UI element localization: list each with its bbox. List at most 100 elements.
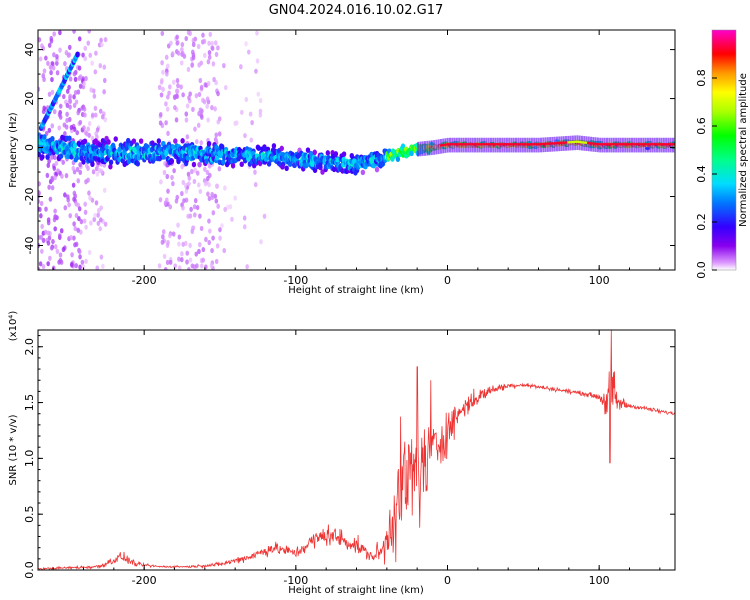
spectrogram-ridge-blob	[84, 152, 89, 158]
spectrogram-noise-blob	[95, 171, 100, 177]
spectrogram-noise-blob	[196, 122, 201, 128]
spectrogram-core	[530, 143, 533, 146]
spectrogram-core	[596, 142, 598, 146]
spectrogram-noise-blob	[193, 126, 197, 132]
snr-scale-label: (x10⁴)	[8, 311, 19, 342]
spectrogram-core	[523, 143, 525, 146]
x-tick-label: -100	[283, 274, 308, 287]
spectrogram-noise-blob	[48, 196, 53, 202]
spectrogram-noise-blob	[180, 190, 184, 197]
spectrogram-core	[485, 143, 488, 146]
spectrogram-noise-blob	[78, 254, 82, 260]
spectrogram-noise-blob	[249, 137, 254, 143]
spectrogram-ridge-blob	[185, 155, 190, 161]
spectrogram-noise-blob	[160, 239, 165, 245]
spectrogram-core	[538, 143, 541, 146]
spectrogram-noise-blob	[207, 40, 211, 46]
spectrogram-ridge-blob	[325, 150, 331, 156]
spectrogram-noise-blob	[244, 96, 249, 103]
spectrogram-noise-blob	[65, 111, 69, 117]
spectrogram-noise-blob	[52, 52, 56, 58]
spectrogram-noise-blob	[50, 76, 54, 83]
spectrogram-noise-blob	[47, 91, 52, 97]
spectrogram-core	[646, 143, 648, 146]
spectrogram-core	[565, 141, 568, 144]
spectrogram-noise-blob	[95, 127, 100, 133]
spectrogram-noise-blob	[200, 114, 204, 120]
spectrogram-noise-blob	[223, 84, 228, 91]
spectrogram-noise-blob	[193, 167, 198, 173]
spectrogram-noise-blob	[83, 112, 87, 118]
spectrogram-noise-blob	[42, 105, 46, 111]
spectrogram-noise-blob	[180, 47, 184, 53]
spectrogram-core	[514, 143, 516, 146]
spectrogram-noise-blob	[91, 169, 96, 175]
spectrogram-core	[577, 140, 580, 144]
spectrogram-ridge-blob	[90, 161, 95, 168]
spectrogram-noise-blob	[49, 70, 53, 76]
spectrogram-core	[526, 143, 528, 146]
spectrogram-ridge-blob	[161, 154, 166, 160]
spectrogram-noise-blob	[255, 30, 259, 36]
spectrogram-ridge-blob	[230, 162, 236, 169]
spectrogram-noise-blob	[255, 58, 260, 64]
spectrogram-noise-blob	[72, 126, 77, 132]
spectrogram-noise-blob	[187, 175, 192, 181]
spectrogram-noise-blob	[202, 52, 207, 58]
spectrogram-noise-blob	[84, 258, 88, 264]
spectrogram-noise-blob	[207, 195, 212, 202]
spectrogram-core	[541, 142, 544, 146]
spectrogram-core	[662, 143, 665, 146]
spectrogram-ridge-blob	[221, 159, 226, 165]
spectrogram-noise-blob	[82, 125, 86, 131]
spectrogram-ridge-blob	[318, 162, 323, 168]
spectrogram-core	[597, 142, 600, 146]
spectrogram-noise-blob	[51, 65, 56, 71]
spectrogram-noise-blob	[174, 93, 179, 99]
spectrogram-ridge-blob	[131, 138, 137, 144]
spectrogram-noise-blob	[181, 205, 185, 211]
chart-title: GN04.2024.016.10.02.G17	[269, 3, 444, 18]
spectrogram-noise-blob	[87, 249, 92, 256]
spectrogram-noise-blob	[52, 165, 57, 171]
spectrogram-noise-blob	[164, 120, 168, 126]
spectrogram-noise-blob	[93, 212, 97, 219]
spectrogram-noise-blob	[166, 239, 170, 246]
spectrogram-core	[580, 141, 583, 144]
spectrogram-noise-blob	[216, 91, 220, 97]
spectrogram-noise-blob	[96, 208, 101, 214]
spectrogram-noise-blob	[89, 220, 93, 226]
spectrogram-core	[653, 143, 656, 146]
spectrogram-core	[615, 143, 618, 146]
spectrogram-ridge-blob	[59, 153, 64, 159]
spectrogram-noise-blob	[253, 169, 257, 175]
spectrogram-noise-blob	[47, 127, 52, 133]
x-tick-label: 0	[444, 574, 451, 587]
spectrogram-noise-blob	[62, 122, 67, 128]
spectrogram-noise-blob	[84, 163, 89, 169]
spectrogram-noise-blob	[83, 45, 88, 51]
spectrogram-ridge-blob	[335, 157, 340, 163]
spectrogram-noise-blob	[63, 205, 68, 211]
spectrogram-noise-blob	[77, 65, 82, 71]
spectrogram-noise-blob	[191, 106, 195, 113]
spectrogram-noise-blob	[175, 34, 179, 40]
spectrogram-noise-blob	[38, 181, 41, 187]
spectrogram-noise-blob	[96, 220, 101, 226]
spectrogram-noise-blob	[211, 210, 216, 216]
spectrogram-ridge-blob	[126, 137, 131, 144]
spectrogram-noise-blob	[162, 253, 167, 259]
spectrogram-noise-blob	[191, 55, 196, 61]
spectrogram-halo	[430, 140, 433, 156]
spectrogram-noise-blob	[46, 60, 50, 66]
spectrogram-noise-blob	[73, 225, 78, 232]
spectrogram-core	[623, 143, 626, 146]
spectrogram-core	[474, 143, 477, 146]
spectrogram-noise-blob	[44, 206, 48, 212]
spectrogram-noise-blob	[65, 117, 69, 123]
spectrogram-noise-blob	[88, 195, 92, 201]
spectrogram-noise-blob	[102, 187, 107, 193]
spectrogram-halo	[421, 141, 424, 157]
spectrogram-core	[465, 143, 468, 146]
spectrogram-noise-blob	[53, 226, 58, 232]
